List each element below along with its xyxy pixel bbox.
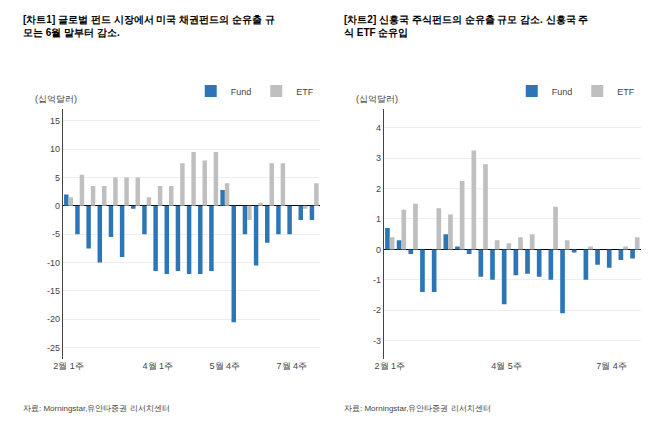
svg-text:-5: -5 xyxy=(52,229,60,239)
svg-text:2월 1주: 2월 1주 xyxy=(53,361,84,371)
svg-text:-1: -1 xyxy=(373,275,381,285)
svg-text:-10: -10 xyxy=(47,258,60,268)
svg-text:4월 1주: 4월 1주 xyxy=(143,361,174,371)
svg-text:ETF: ETF xyxy=(296,87,314,97)
svg-text:7월 4주: 7월 4주 xyxy=(596,361,627,371)
svg-text:2: 2 xyxy=(376,184,381,194)
svg-text:자료: Morningstar,유안타증권 리서치센터: 자료: Morningstar,유안타증권 리서치센터 xyxy=(23,404,170,413)
svg-text:4: 4 xyxy=(376,123,381,133)
svg-text:2월 1주: 2월 1주 xyxy=(375,361,406,371)
svg-text:-3: -3 xyxy=(373,336,381,346)
svg-text:Fund: Fund xyxy=(552,87,573,97)
svg-text:(십억달러): (십억달러) xyxy=(35,94,77,104)
svg-text:0: 0 xyxy=(376,245,381,255)
svg-text:-15: -15 xyxy=(47,286,60,296)
svg-text:(십억달러): (십억달러) xyxy=(356,94,398,104)
svg-text:-2: -2 xyxy=(373,305,381,315)
svg-text:3: 3 xyxy=(376,153,381,163)
svg-text:[차트1] 글로벌 펀드 시장에서 미국 채권펀드의 순유출: [차트1] 글로벌 펀드 시장에서 미국 채권펀드의 순유출 규모는 6월 말부… xyxy=(23,14,275,38)
svg-text:10: 10 xyxy=(50,144,60,154)
svg-text:7월 4주: 7월 4주 xyxy=(277,361,308,371)
svg-text:Fund: Fund xyxy=(231,87,252,97)
svg-text:-20: -20 xyxy=(47,314,60,324)
svg-text:5: 5 xyxy=(55,173,60,183)
svg-text:1: 1 xyxy=(376,214,381,224)
svg-text:ETF: ETF xyxy=(617,87,635,97)
svg-text:-25: -25 xyxy=(47,343,60,353)
svg-text:4월 5주: 4월 5주 xyxy=(491,361,522,371)
svg-text:[차트2] 신흥국 주식펀드의 순유출 규모 감소. 신흥국: [차트2] 신흥국 주식펀드의 순유출 규모 감소. 신흥국 주식 ETF 순유… xyxy=(344,14,588,38)
svg-text:5월 4주: 5월 4주 xyxy=(210,361,241,371)
svg-text:0: 0 xyxy=(55,201,60,211)
svg-text:15: 15 xyxy=(50,116,60,126)
svg-text:자료: Morningstar,유안타증권 리서치센터: 자료: Morningstar,유안타증권 리서치센터 xyxy=(344,404,491,413)
